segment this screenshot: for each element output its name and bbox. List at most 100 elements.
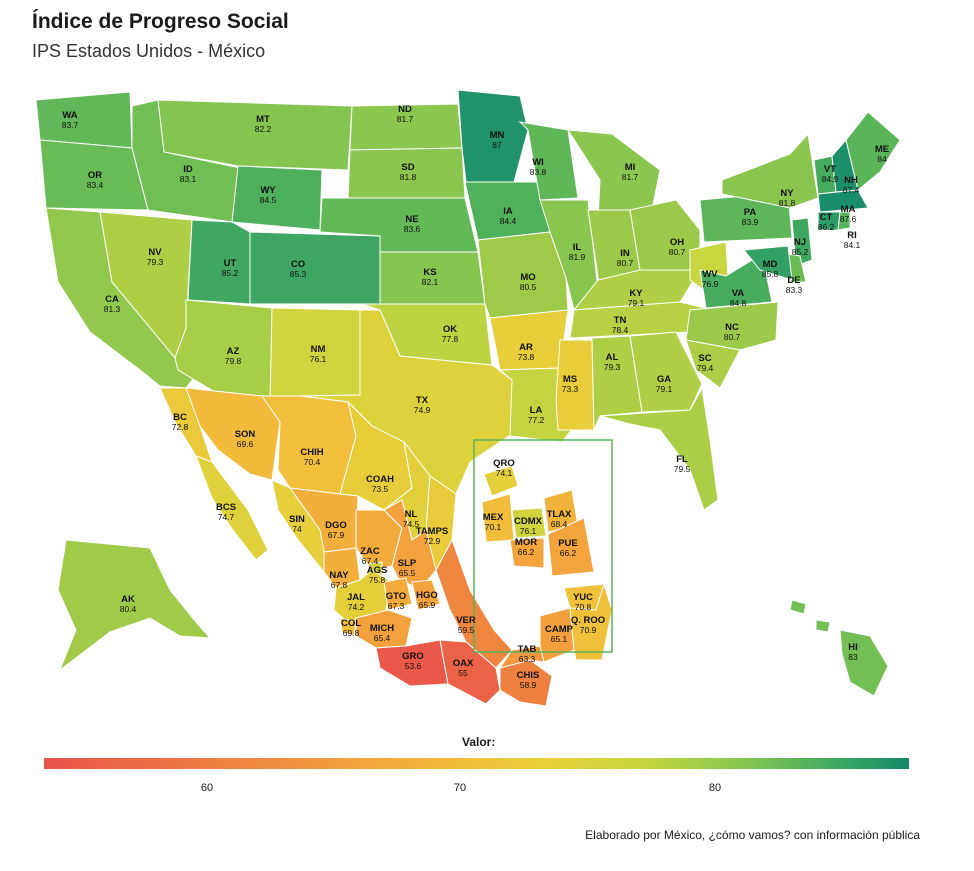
region-value: 84.4 <box>500 216 517 226</box>
map-subtitle: IPS Estados Unidos - México <box>32 41 266 61</box>
region-pue-shape <box>547 517 595 577</box>
region-label: NV <box>148 247 162 258</box>
region-label: MS <box>563 374 577 385</box>
region-value: 75.8 <box>369 575 386 585</box>
region-value: 80.4 <box>120 604 137 614</box>
region-label: AZ <box>227 346 240 357</box>
region-value: 73.5 <box>372 484 389 494</box>
region-value: 67.4 <box>362 556 379 566</box>
region-value: 63.3 <box>519 654 536 664</box>
region-value: 73.3 <box>562 384 579 394</box>
region-label: SIN <box>289 514 305 525</box>
region-value: 80.7 <box>724 332 741 342</box>
region-label: TLAX <box>547 509 572 520</box>
region-value: 85.3 <box>290 269 307 279</box>
region-ky-shape <box>572 269 701 311</box>
region-ak-shape <box>57 539 212 672</box>
region-label: CHIH <box>300 447 323 458</box>
region-label: FL <box>676 454 688 465</box>
region-value: 76.1 <box>520 526 537 536</box>
region-value: 83.9 <box>742 217 759 227</box>
region-col-shape <box>339 617 357 637</box>
region-value: 81.7 <box>622 172 639 182</box>
region-value: 84.9 <box>822 174 839 184</box>
region-value: 65.9 <box>419 600 436 610</box>
region-label: SD <box>401 162 414 173</box>
region-label: OK <box>443 324 457 335</box>
region-co-shape <box>249 231 381 305</box>
region-ma-shape <box>817 189 869 213</box>
region-value: 79.4 <box>697 363 714 373</box>
region-value: 86.2 <box>818 222 835 232</box>
region-label: BC <box>173 412 187 423</box>
region-value: 79.8 <box>225 356 242 366</box>
region-value: 81.3 <box>104 304 121 314</box>
region-value: 80.5 <box>520 282 537 292</box>
region-value: 59.5 <box>458 625 475 635</box>
region-value: 79.3 <box>147 257 164 267</box>
region-fl-shape <box>599 386 719 511</box>
region-label: CA <box>105 294 119 305</box>
region-label: OR <box>88 170 102 181</box>
region-label: QRO <box>493 458 515 469</box>
region-label: LA <box>530 405 543 416</box>
region-value: 70.4 <box>304 457 321 467</box>
region-va-shape <box>699 253 773 309</box>
region-value: 79.3 <box>604 362 621 372</box>
region-value: 55 <box>458 668 468 678</box>
region-label: AGS <box>367 565 388 576</box>
region-value: 83.3 <box>786 285 803 295</box>
region-label: IL <box>573 242 582 253</box>
region-ri-shape <box>837 211 851 231</box>
region-value: 81.9 <box>569 252 586 262</box>
region-label: CAMP <box>545 624 574 635</box>
region-nc-shape <box>685 301 779 351</box>
region-value: 74.2 <box>348 602 365 612</box>
region-value: 58.9 <box>520 680 537 690</box>
region-label: CHIS <box>517 670 540 681</box>
region-label: NL <box>405 509 418 520</box>
region-label: DE <box>787 275 800 286</box>
region-wy-shape <box>231 165 323 231</box>
region-value: 83.1 <box>180 174 197 184</box>
region-value: 68.4 <box>551 519 568 529</box>
region-label: NJ <box>794 237 806 248</box>
region-value: 65.5 <box>399 568 416 578</box>
region-hgo-shape <box>411 579 441 611</box>
region-label: AK <box>121 594 135 605</box>
source-credit: Elaborado por México, ¿cómo vamos? con i… <box>585 828 920 842</box>
region-value: 79.5 <box>674 464 691 474</box>
region-label: PA <box>744 207 757 218</box>
region-label: VER <box>456 615 476 626</box>
region-label: TX <box>416 395 429 406</box>
region-value: 70.8 <box>575 602 592 612</box>
region-value: 78.4 <box>612 325 629 335</box>
region-label: Q. ROO <box>571 615 605 626</box>
region-value: 74 <box>292 524 302 534</box>
region-mor-shape <box>509 537 545 569</box>
region-wa-shape <box>35 91 133 149</box>
region-camp-shape <box>539 607 575 663</box>
region-label: AR <box>519 342 533 353</box>
region-label: ME <box>875 144 889 155</box>
region-value: 69.6 <box>237 439 254 449</box>
region-value: 74.5 <box>403 519 420 529</box>
region-value: 74.9 <box>414 405 431 415</box>
region-label: GA <box>657 374 671 385</box>
region-value: 87 <box>492 140 502 150</box>
region-label: NY <box>780 188 794 199</box>
region-value: 85.2 <box>222 268 239 278</box>
region-label: KY <box>629 288 643 299</box>
region-wi-shape <box>518 121 579 201</box>
region-al-shape <box>591 335 643 431</box>
region-label: DGO <box>325 520 347 531</box>
region-value: 69.8 <box>343 628 360 638</box>
region-value: 80.7 <box>669 247 686 257</box>
region-label: COL <box>341 618 361 629</box>
region-label: CT <box>820 212 833 223</box>
region-value: 84.1 <box>844 240 861 250</box>
region-label: WV <box>702 269 718 280</box>
region-bcs-shape <box>195 455 269 561</box>
region-label: GTO <box>386 591 406 602</box>
region-value: 74.7 <box>218 512 235 522</box>
